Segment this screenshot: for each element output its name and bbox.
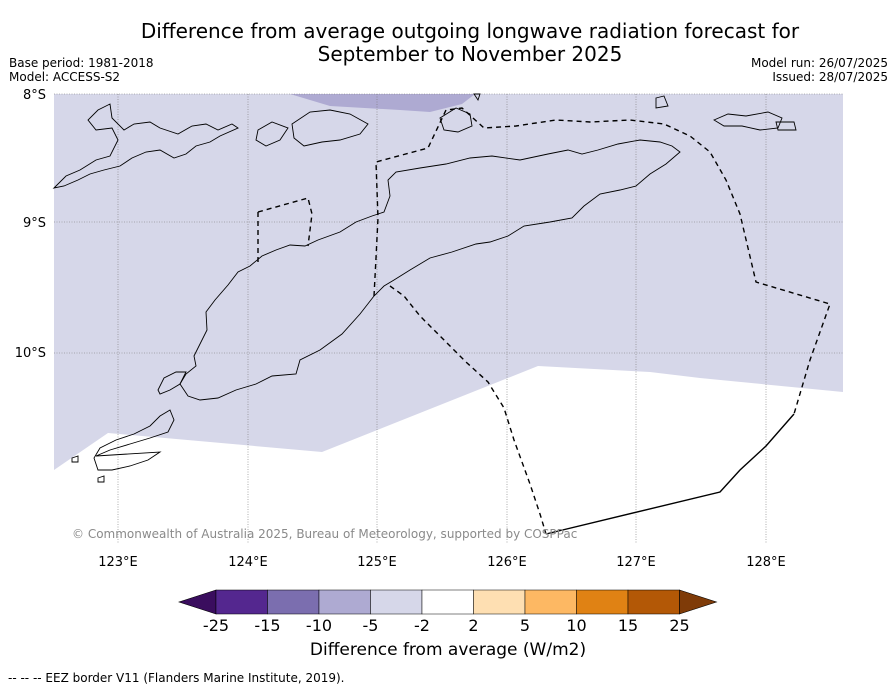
base-period: Base period: 1981-2018: [9, 56, 154, 70]
colorbar-swatch: [421, 589, 474, 615]
colorbar-tick-label: 25: [669, 616, 689, 635]
coastline-timor: [179, 139, 681, 401]
colorbar-swatch: [473, 589, 526, 615]
coastline-sawu: [93, 409, 175, 471]
anomaly-region-light: [54, 94, 843, 470]
model-run: Model run: 26/07/2025: [750, 56, 888, 70]
meta-left: Base period: 1981-2018 Model: ACCESS-S2: [9, 56, 154, 84]
lon-label-124e: 124°E: [228, 555, 268, 570]
eez-border: [257, 107, 831, 535]
meta-right: Model run: 26/07/2025 Issued: 28/07/2025: [751, 56, 888, 84]
lon-label-126e: 126°E: [487, 555, 527, 570]
colorbar-swatch: [576, 589, 629, 615]
eez-footnote: -- -- -- EEZ border V11 (Flanders Marine…: [8, 671, 345, 685]
colorbar: -25 -15 -10 -5 -2 2 5 10 15 25: [178, 589, 718, 635]
coastline-leti: [713, 111, 783, 131]
lat-label-10s: 10°S: [15, 346, 46, 361]
coastline-islet-c: [655, 95, 669, 109]
eez-border-main: [373, 107, 831, 415]
model-name: Model: ACCESS-S2: [9, 70, 121, 84]
coastline-flores: [52, 103, 239, 189]
colorbar-tick-label: 15: [618, 616, 638, 635]
coastline-wetar: [439, 107, 473, 133]
colorbar-swatch: [524, 589, 577, 615]
coastline-islet-b: [97, 475, 105, 483]
lon-label-127e: 127°E: [616, 555, 656, 570]
colorbar-tick-label: -15: [254, 616, 280, 635]
colorbar-tick-label: -10: [306, 616, 332, 635]
map-panel: [52, 93, 843, 544]
coastlines: [52, 93, 797, 483]
copyright-text: © Commonwealth of Australia 2025, Bureau…: [72, 527, 577, 541]
coastline-rote: [157, 371, 187, 395]
colorbar-tick-label: 5: [520, 616, 530, 635]
colorbar-extend-high: [679, 589, 718, 615]
colorbar-extend-low: [178, 589, 217, 615]
lat-label-9s: 9°S: [23, 216, 46, 231]
lon-label-125e: 125°E: [357, 555, 397, 570]
colorbar-swatch: [627, 589, 680, 615]
colorbar-tick-label: 10: [566, 616, 586, 635]
colorbar-label: Difference from average (W/m2): [309, 640, 587, 660]
colorbar-tick-label: -2: [414, 616, 430, 635]
lon-label-123e: 123°E: [98, 555, 138, 570]
title-line-1: Difference from average outgoing longwav…: [140, 19, 800, 43]
colorbar-swatch: [267, 589, 320, 615]
anomaly-region-dark: [290, 94, 475, 112]
colorbar-tick-label: -25: [203, 616, 229, 635]
colorbar-swatch: [215, 589, 268, 615]
coastline-alor: [291, 109, 369, 147]
lat-label-8s: 8°S: [23, 88, 46, 103]
lon-label-128e: 128°E: [746, 555, 786, 570]
eez-border-north: [257, 197, 313, 247]
eez-border-southeast: [545, 413, 795, 535]
title-line-2: September to November 2025: [317, 42, 623, 66]
coastline-islet-d: [473, 93, 481, 102]
coastline-islet-a: [71, 455, 79, 463]
map-title: Difference from average outgoing longwav…: [100, 20, 840, 66]
issued-date: Issued: 28/07/2025: [772, 70, 888, 84]
eez-border-south: [389, 285, 547, 535]
colorbar-tick-label: 2: [468, 616, 478, 635]
coastline-pantar: [255, 121, 289, 147]
colorbar-swatch: [318, 589, 371, 615]
colorbar-tick-label: -5: [363, 616, 379, 635]
coastline-moa: [775, 121, 797, 131]
colorbar-swatch: [370, 589, 423, 615]
